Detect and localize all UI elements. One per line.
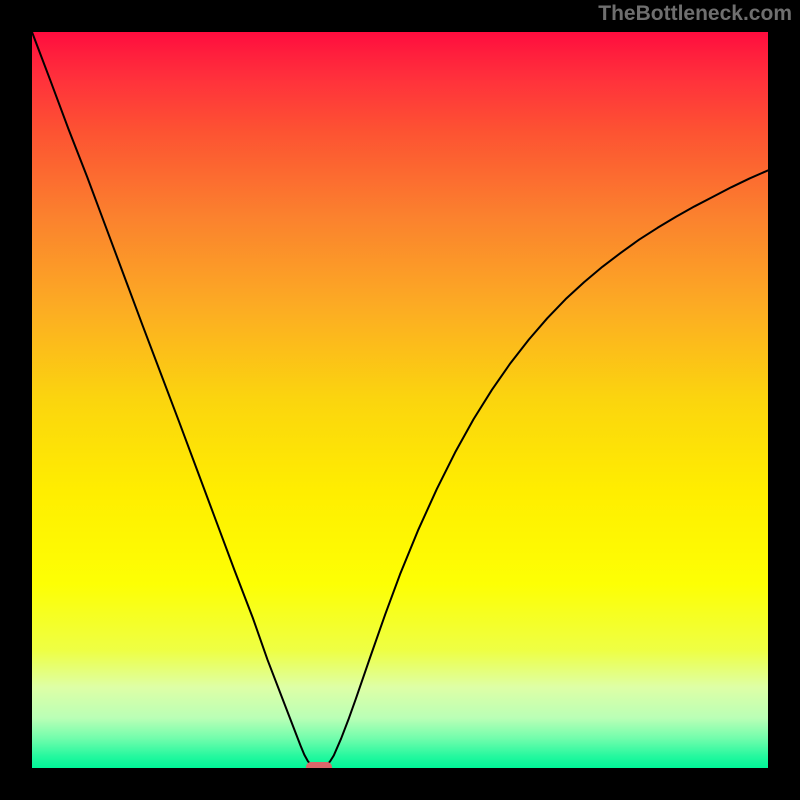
bottleneck-curve bbox=[32, 32, 768, 768]
curve-svg bbox=[32, 32, 768, 768]
plot-area bbox=[32, 32, 768, 768]
optimum-marker bbox=[306, 762, 332, 768]
watermark-text: TheBottleneck.com bbox=[598, 2, 792, 26]
